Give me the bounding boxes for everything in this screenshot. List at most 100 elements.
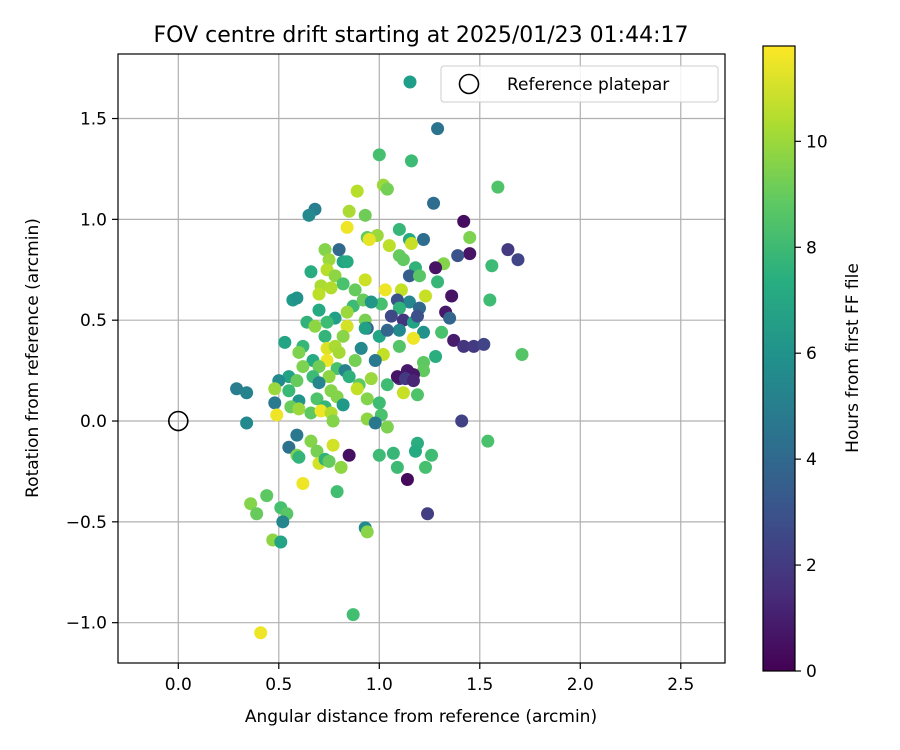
data-point xyxy=(358,208,372,222)
data-point xyxy=(278,335,292,349)
colorbar-tick-label: 8 xyxy=(806,238,817,258)
data-point xyxy=(332,243,346,257)
data-point xyxy=(260,489,274,503)
data-point xyxy=(312,376,326,390)
data-point xyxy=(270,408,284,422)
data-point xyxy=(360,392,374,406)
data-point xyxy=(378,283,392,297)
data-point xyxy=(354,341,368,355)
y-axis-ticks: −1.0 −0.5 0.0 0.5 1.0 1.5 xyxy=(66,110,118,634)
data-point xyxy=(372,148,386,162)
data-point xyxy=(330,485,344,499)
data-point xyxy=(380,182,394,196)
data-point xyxy=(296,360,310,374)
data-point xyxy=(400,472,414,486)
data-point xyxy=(276,515,290,529)
legend-box xyxy=(440,65,719,103)
data-point xyxy=(230,382,244,396)
data-point xyxy=(322,454,336,468)
data-point xyxy=(360,525,374,539)
data-point xyxy=(392,323,406,337)
data-point xyxy=(515,347,529,361)
data-point xyxy=(457,214,471,228)
legend-points-marker xyxy=(403,75,417,89)
colorbar-ticks: 0 2 4 6 8 10 xyxy=(795,132,828,682)
data-point xyxy=(292,345,306,359)
data-point xyxy=(384,309,398,323)
data-point xyxy=(342,448,356,462)
data-point xyxy=(318,329,332,343)
data-point xyxy=(390,460,404,474)
data-point xyxy=(322,370,336,384)
data-point xyxy=(348,283,362,297)
x-tick-label: 0.5 xyxy=(265,675,292,695)
data-point xyxy=(282,384,296,398)
data-point xyxy=(308,319,322,333)
data-point xyxy=(451,249,465,263)
data-point xyxy=(477,337,491,351)
data-point xyxy=(364,372,378,386)
data-point xyxy=(314,404,328,418)
colorbar-tick-label: 2 xyxy=(806,556,817,576)
data-point xyxy=(320,315,334,329)
data-point xyxy=(406,331,420,345)
data-point xyxy=(392,222,406,236)
data-point xyxy=(304,406,318,420)
data-point xyxy=(417,325,431,339)
data-point xyxy=(380,323,394,337)
data-point xyxy=(419,289,433,303)
data-point xyxy=(358,321,372,335)
data-point xyxy=(392,339,406,353)
data-point xyxy=(445,289,459,303)
data-point xyxy=(296,477,310,491)
data-point xyxy=(364,295,378,309)
data-point xyxy=(268,382,282,396)
x-axis-ticks: 0.0 0.5 1.0 1.5 2.0 2.5 xyxy=(165,663,694,695)
data-point xyxy=(457,339,471,353)
data-point xyxy=(431,275,445,289)
data-point xyxy=(362,233,376,247)
data-point xyxy=(402,295,416,309)
data-point xyxy=(368,416,382,430)
data-point xyxy=(350,382,364,396)
y-tick-label: −0.5 xyxy=(66,513,107,533)
x-tick-label: 2.5 xyxy=(667,675,694,695)
data-point xyxy=(417,233,431,247)
data-point xyxy=(435,325,449,339)
data-point xyxy=(410,388,424,402)
data-point xyxy=(322,253,336,267)
data-point xyxy=(334,460,348,474)
x-tick-label: 2.0 xyxy=(567,675,594,695)
data-point xyxy=(417,364,431,378)
y-axis-label: Rotation from reference (arcmin) xyxy=(23,218,43,498)
data-point xyxy=(342,204,356,218)
data-point xyxy=(406,374,420,388)
x-tick-label: 1.0 xyxy=(366,675,393,695)
data-point xyxy=(394,283,408,297)
data-point xyxy=(382,239,396,253)
chart-title: FOV centre drift starting at 2025/01/23 … xyxy=(154,23,689,48)
data-point xyxy=(421,507,435,521)
data-point xyxy=(368,354,382,368)
colorbar-tick-label: 6 xyxy=(806,344,817,364)
data-point xyxy=(443,311,457,325)
y-tick-label: 0.5 xyxy=(80,311,107,331)
data-point xyxy=(254,626,268,640)
y-tick-label: 1.5 xyxy=(80,110,107,130)
data-point xyxy=(274,535,288,549)
data-point xyxy=(483,293,497,307)
data-point xyxy=(386,446,400,460)
data-point xyxy=(467,339,481,353)
data-point xyxy=(318,243,332,257)
data-point xyxy=(348,354,362,368)
data-point xyxy=(372,396,386,410)
data-point xyxy=(404,237,418,251)
data-point xyxy=(290,291,304,305)
data-point xyxy=(340,255,354,269)
data-point xyxy=(326,438,340,452)
data-point xyxy=(425,448,439,462)
data-point xyxy=(374,297,388,311)
data-point xyxy=(427,196,441,210)
plot-frame xyxy=(117,53,726,664)
